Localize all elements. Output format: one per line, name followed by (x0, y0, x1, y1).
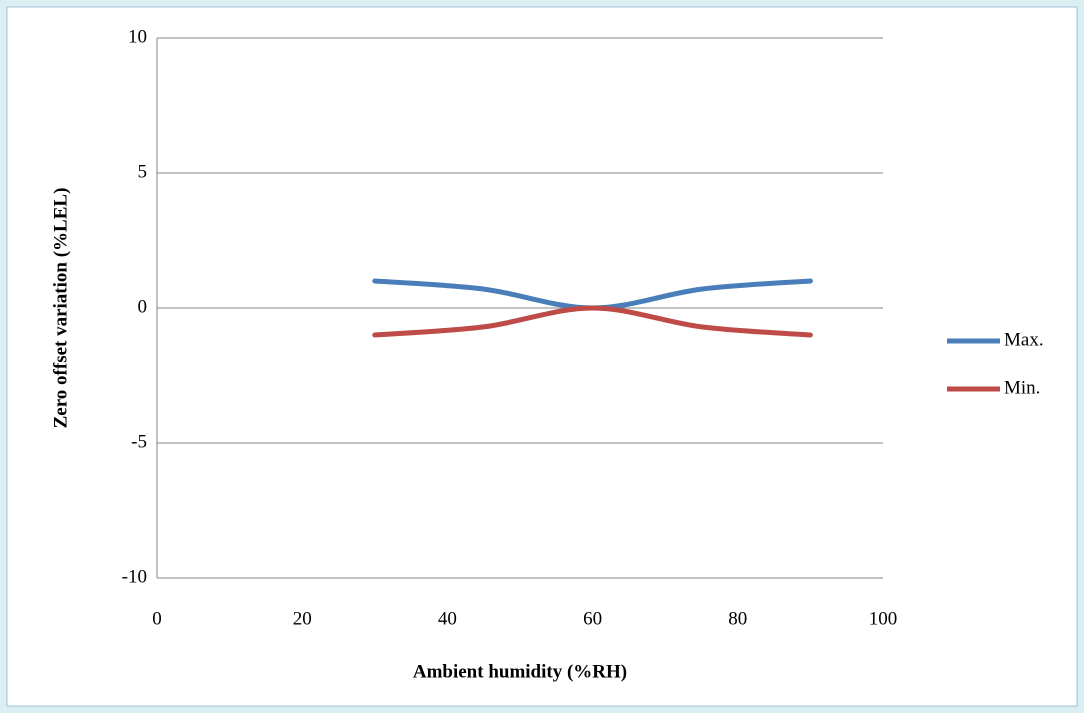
x-tick-label: 80 (728, 608, 747, 629)
x-tick-label: 20 (293, 608, 312, 629)
y-tick-label: -5 (131, 431, 147, 452)
legend-label: Max. (1004, 329, 1044, 350)
x-tick-label: 0 (152, 608, 162, 629)
y-tick-label: -10 (122, 566, 147, 587)
chart-area (6, 6, 1078, 707)
legend-label: Min. (1004, 377, 1040, 398)
x-tick-label: 40 (438, 608, 457, 629)
y-tick-label: 0 (138, 296, 148, 317)
x-tick-label: 100 (869, 608, 898, 629)
y-tick-label: 5 (138, 161, 148, 182)
x-axis-title: Ambient humidity (%RH) (413, 661, 627, 682)
y-axis-title: Zero offset variation (%LEL) (50, 188, 71, 429)
y-tick-label: 10 (128, 26, 147, 47)
x-tick-label: 60 (583, 608, 602, 629)
series-line (372, 305, 813, 338)
